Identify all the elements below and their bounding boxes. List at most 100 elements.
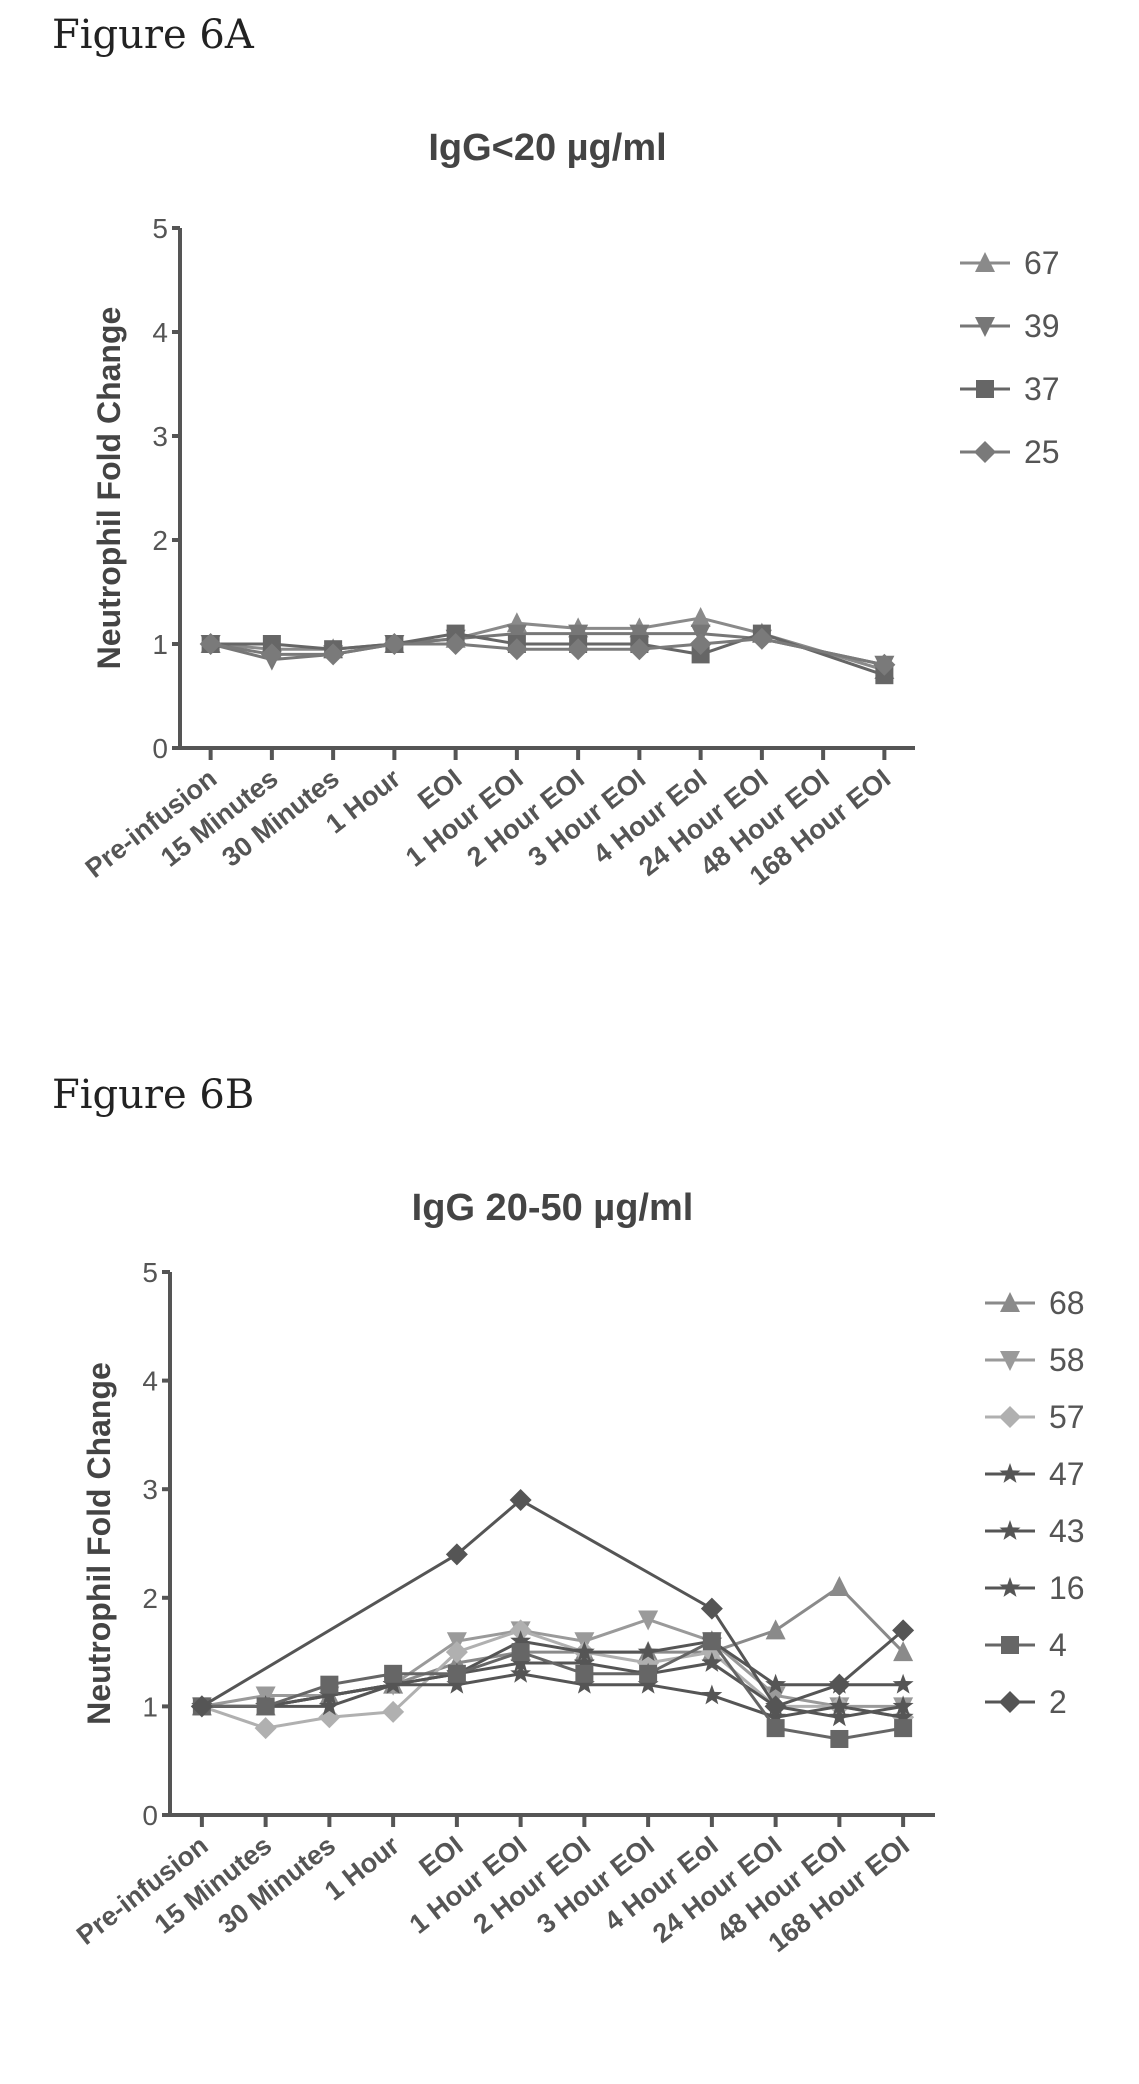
chart0-legend-label: 39 — [1024, 308, 1060, 344]
chart1-data-point — [893, 1641, 914, 1662]
chart1-series-4 — [192, 1632, 913, 1748]
chart1-data-point — [637, 1673, 659, 1694]
chart0-data-point — [628, 638, 651, 661]
chart1-data-point — [510, 1662, 532, 1683]
chart1-data-point — [701, 1684, 723, 1705]
chart1-legend-label: 4 — [1049, 1627, 1067, 1663]
chart0-legend-label: 37 — [1024, 371, 1060, 407]
chart1-data-point — [382, 1673, 404, 1694]
chart0-series-25 — [199, 627, 896, 676]
chart1-legend-label: 57 — [1049, 1399, 1085, 1435]
chart1-y-tick-label: 0 — [142, 1800, 158, 1831]
chart1-data-point — [384, 1664, 403, 1683]
chart1-data-point — [828, 1695, 850, 1716]
chart0-y-tick-label: 5 — [152, 213, 168, 244]
chart1-data-point — [765, 1619, 786, 1640]
chart1-data-point — [318, 1706, 341, 1729]
chart1-series-line-16 — [201, 1672, 904, 1719]
chart1-data-point — [447, 1664, 466, 1683]
chart1-legend-label: 16 — [1049, 1570, 1085, 1606]
chart1-legend-item-43: 43 — [985, 1513, 1085, 1549]
chart0-data-point — [689, 633, 712, 655]
chart0-data-point — [444, 633, 467, 655]
chart1-series-47 — [191, 1630, 914, 1716]
chart1-data-point — [318, 1695, 340, 1716]
chart-figure-6b: IgG 20-50 µg/ml Neutrophil Fold Change 0 1 2… — [71, 1187, 1085, 1958]
chart-figure-6a: IgG<20 µg/ml Neutrophil Fold Change 0 1 2 3 4 5… — [80, 127, 1060, 891]
chart1-data-point — [766, 1719, 785, 1738]
chart1-data-point — [702, 1632, 721, 1651]
chart1-data-point — [637, 1641, 659, 1661]
chart1-data-point — [573, 1673, 595, 1694]
chart0-legend-marker — [975, 317, 995, 337]
chart1-legend-item-58: 58 — [985, 1342, 1085, 1378]
chart0-y-tick-label: 1 — [152, 629, 168, 660]
chart1-legend-label: 58 — [1049, 1342, 1085, 1378]
chart0-data-point — [690, 607, 711, 627]
chart0-data-point — [629, 624, 650, 645]
chart0-data-point — [199, 633, 222, 655]
chart0-legend-label: 67 — [1024, 245, 1060, 281]
chart1-data-point — [892, 1673, 914, 1694]
chart0-data-point — [260, 643, 283, 666]
chart1-legend-item-47: 47 — [985, 1456, 1085, 1492]
chart1-y-axis-label: Neutrophil Fold Change — [81, 1362, 117, 1725]
chart1-legend-marker — [1001, 1636, 1019, 1654]
chart1-data-point — [828, 1673, 851, 1696]
chart1-series-line-43 — [201, 1661, 904, 1719]
chart1-data-point — [701, 1652, 723, 1672]
chart0-y-tick-label: 2 — [152, 525, 168, 556]
chart1-data-point — [892, 1706, 914, 1727]
chart1-legend-marker — [999, 1691, 1021, 1713]
chart1-data-point — [573, 1641, 595, 1661]
chart0-data-point — [505, 638, 528, 661]
chart1-legend-item-57: 57 — [985, 1399, 1085, 1435]
chart1-y-tick-label: 5 — [142, 1257, 158, 1288]
chart1-series-line-58 — [201, 1617, 904, 1708]
chart1-data-point — [700, 1597, 723, 1620]
chart1-legend-marker — [999, 1406, 1021, 1428]
chart0-y-tick-label: 4 — [152, 317, 168, 348]
chart0-data-point — [873, 653, 896, 676]
chart0-data-point — [506, 624, 527, 645]
chart1-y-tick-label: 4 — [142, 1366, 158, 1397]
chart1-legend-label: 43 — [1049, 1513, 1085, 1549]
chart0-y-tick-label: 0 — [152, 733, 168, 764]
chart1-y-tick-label: 3 — [142, 1474, 158, 1505]
chart1-data-point — [190, 1695, 213, 1718]
chart1-series-line-2 — [201, 1498, 905, 1709]
chart1-legend-marker — [1000, 1292, 1020, 1312]
chart0-legend-marker — [975, 252, 995, 272]
chart0-data-point — [567, 638, 590, 661]
chart0-title: IgG<20 µg/ml — [428, 127, 666, 169]
chart1-data-point — [445, 1641, 468, 1664]
chart1-data-point — [765, 1673, 787, 1694]
chart0-legend-item-37: 37 — [960, 371, 1060, 407]
chart1-data-point — [764, 1695, 787, 1718]
chart1-data-point — [573, 1652, 595, 1672]
chart0-legend-marker — [976, 380, 994, 398]
chart1-data-point — [828, 1706, 850, 1727]
chart0-y-tick-label: 3 — [152, 421, 168, 452]
chart1-data-point — [894, 1719, 913, 1738]
chart1-data-point — [892, 1619, 915, 1642]
chart1-x-tick-label: 1 Hour — [319, 1830, 405, 1907]
chart1-legend-marker — [999, 1577, 1021, 1597]
chart1-data-point — [511, 1643, 530, 1662]
chart1-data-point — [639, 1664, 658, 1683]
chart0-data-point — [750, 627, 773, 650]
chart1-data-point — [320, 1675, 339, 1694]
chart1-data-point — [318, 1684, 340, 1705]
chart0-legend-item-67: 67 — [960, 245, 1060, 281]
chart1-title: IgG 20-50 µg/ml — [412, 1187, 694, 1229]
chart1-legend-marker — [999, 1463, 1021, 1483]
chart0-legend-marker — [974, 441, 996, 463]
chart1-legend-marker — [1000, 1351, 1020, 1371]
chart1-legend-item-4: 4 — [985, 1627, 1067, 1663]
chart1-legend-item-16: 16 — [985, 1570, 1085, 1606]
chart1-data-point — [510, 1652, 532, 1672]
chart1-data-point — [830, 1729, 849, 1748]
chart1-y-tick-label: 2 — [142, 1583, 158, 1614]
chart0-legend-item-39: 39 — [960, 308, 1060, 344]
chart0-legend-item-25: 25 — [960, 434, 1060, 470]
